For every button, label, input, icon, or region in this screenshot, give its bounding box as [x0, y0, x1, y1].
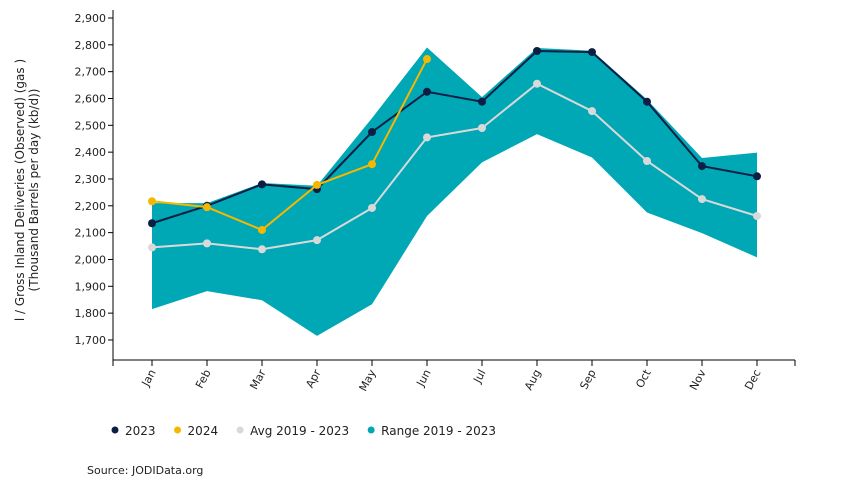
point-avg-2019-2023: [423, 133, 431, 142]
y-tick-label: 2,700: [75, 66, 107, 79]
y-tick-label: 1,800: [75, 307, 107, 320]
legend-marker-icon: [236, 426, 244, 434]
legend-marker-icon: [174, 426, 182, 434]
point-avg-2019-2023: [643, 157, 651, 166]
point-2023: [753, 172, 761, 181]
x-tick-label: Oct: [633, 367, 654, 391]
point-2023: [588, 48, 596, 57]
legend-item: Range 2019 - 2023: [367, 424, 496, 438]
legend: 2023 2024 Avg 2019 - 2023 Range 2019 - 2023: [111, 424, 496, 438]
legend-marker-icon: [367, 426, 375, 434]
y-tick-label: 2,000: [75, 253, 107, 266]
point-2023: [533, 47, 541, 56]
legend-item: 2023: [111, 424, 156, 438]
legend-marker-icon: [111, 426, 119, 434]
x-tick-label: Jun: [414, 367, 434, 389]
x-tick-label: Feb: [193, 367, 214, 390]
y-tick-label: 2,400: [75, 146, 107, 159]
series-line-2024: [151, 58, 428, 232]
point-2024: [368, 160, 376, 169]
point-avg-2019-2023: [368, 203, 376, 212]
y-tick-label: 1,900: [75, 280, 107, 293]
x-tick-label: May: [356, 367, 378, 394]
series-layer: [148, 47, 761, 254]
y-tick-label: 2,100: [75, 227, 107, 240]
legend-label: 2024: [188, 424, 219, 438]
legend-item: 2024: [174, 424, 218, 438]
x-tick-label: Jan: [139, 367, 159, 389]
point-2023: [643, 97, 651, 106]
range-band: [152, 47, 757, 336]
x-tick-label: Dec: [742, 367, 763, 392]
y-axis-label-line: (Thousand Barrels per day (kb/d)): [27, 89, 41, 292]
y-tick-label: 2,600: [75, 92, 107, 105]
x-tick-label: Jul: [470, 367, 488, 386]
series-line-avg-2019-2023: [151, 82, 758, 251]
point-2024: [148, 197, 156, 206]
y-tick-label: 2,500: [75, 119, 107, 132]
point-2024: [423, 55, 431, 64]
point-avg-2019-2023: [258, 245, 266, 254]
point-avg-2019-2023: [148, 243, 156, 252]
point-2024: [203, 203, 211, 212]
point-2023: [258, 180, 266, 189]
point-avg-2019-2023: [698, 195, 706, 204]
legend-label: 2023: [125, 424, 156, 438]
point-avg-2019-2023: [753, 212, 761, 221]
y-tick-label: 2,900: [75, 12, 107, 25]
point-avg-2019-2023: [313, 236, 321, 245]
point-avg-2019-2023: [588, 107, 596, 116]
y-tick-label: 2,200: [75, 200, 107, 213]
legend-item: Avg 2019 - 2023: [236, 424, 349, 438]
x-tick-label: Nov: [687, 367, 709, 392]
point-2023: [478, 97, 486, 106]
point-avg-2019-2023: [478, 124, 486, 133]
legend-label: Range 2019 - 2023: [381, 424, 496, 438]
x-tick-label: Aug: [522, 367, 544, 392]
point-2023: [368, 128, 376, 137]
y-tick-label: 1,700: [75, 334, 107, 347]
point-avg-2019-2023: [203, 239, 211, 248]
point-2024: [313, 180, 321, 189]
point-2023: [423, 87, 431, 96]
y-tick-label: 2,300: [75, 173, 107, 186]
y-axis-label: l / Gross Inland Deliveries (Observed) (…: [13, 59, 41, 321]
legend-label: Avg 2019 - 2023: [250, 424, 349, 438]
range-layer: [152, 47, 757, 336]
source-note: Source: JODIData.org: [87, 464, 203, 477]
y-tick-label: 2,800: [75, 39, 107, 52]
point-2023: [698, 162, 706, 171]
x-tick-label: Mar: [247, 367, 268, 392]
point-2024: [258, 225, 266, 234]
point-avg-2019-2023: [533, 79, 541, 88]
point-2023: [148, 219, 156, 228]
series-line-2023: [151, 49, 758, 225]
x-tick-label: Apr: [303, 367, 324, 390]
y-axis-label-line: l / Gross Inland Deliveries (Observed) (…: [13, 59, 27, 321]
x-tick-label: Sep: [577, 367, 598, 391]
